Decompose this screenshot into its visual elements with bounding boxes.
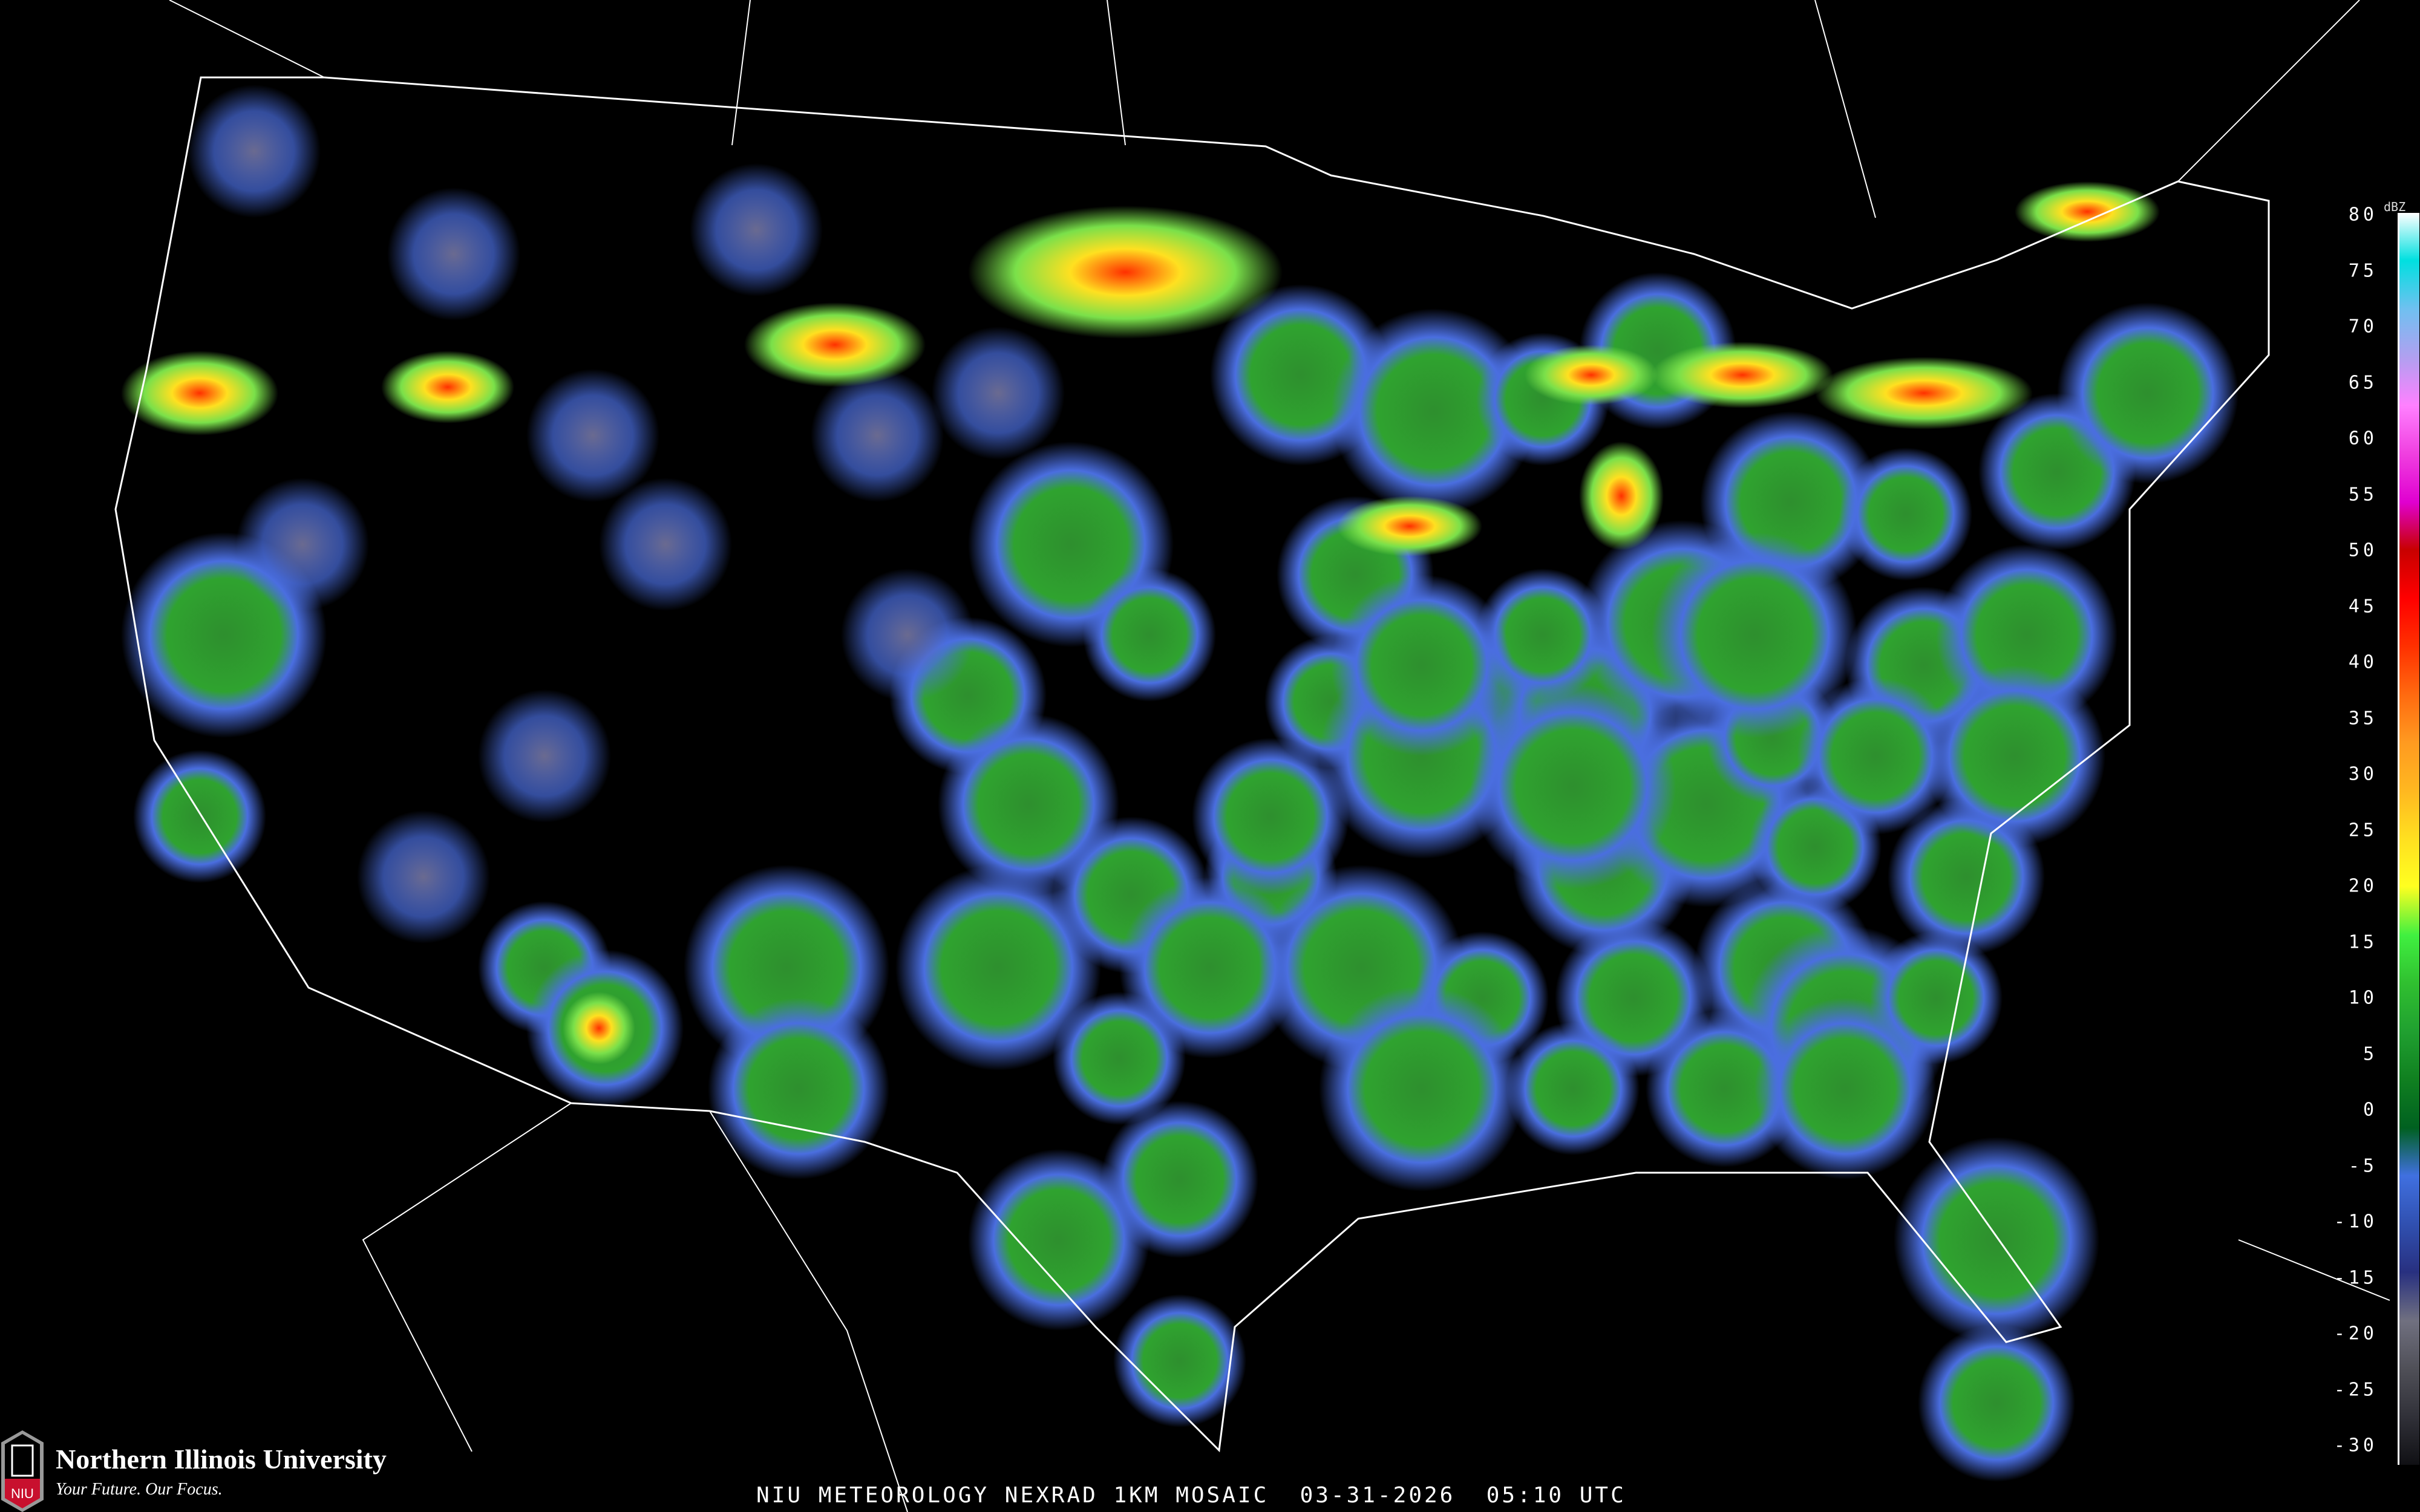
reflectivity-legend (2398, 213, 2419, 1465)
radar-echo (1053, 992, 1186, 1125)
legend-tick: 25 (2348, 820, 2378, 841)
radar-echo (1839, 448, 1972, 581)
radar-echo-weak (932, 327, 1065, 460)
legend-tick: 50 (2348, 539, 2378, 561)
storm-cell (1337, 496, 1482, 556)
niu-shield-icon: NIU (1, 1430, 44, 1512)
radar-echo (1192, 738, 1349, 895)
legend-tick: 45 (2348, 596, 2378, 617)
radar-echo (1470, 683, 1676, 889)
radar-echo-weak (478, 689, 611, 823)
storm-cell (563, 992, 635, 1064)
product-title: NIU METEOROLOGY NEXRAD 1KM MOSAIC (756, 1483, 1269, 1508)
radar-echo (895, 865, 1101, 1070)
storm-cell (1525, 345, 1658, 405)
legend-tick: 75 (2348, 260, 2378, 281)
legend-tick: 70 (2348, 316, 2378, 337)
radar-echo (1331, 308, 1537, 514)
legend-tick: -20 (2333, 1323, 2378, 1344)
legend-tick: 55 (2348, 484, 2378, 505)
svg-text:NIU: NIU (11, 1486, 34, 1501)
storm-cell (1652, 342, 1833, 408)
valid-time: 03-31-2026 05:10 UTC (1300, 1483, 1626, 1508)
legend-tick: 80 (2348, 204, 2378, 226)
radar-echo (1918, 1325, 2075, 1482)
radar-echo-weak (188, 85, 321, 218)
radar-echo (968, 1149, 1150, 1331)
legend-tick: -30 (2333, 1435, 2378, 1456)
radar-echo-weak (236, 478, 369, 611)
canada-mexico-borders (169, 0, 2390, 1512)
legend-tick: -5 (2348, 1155, 2378, 1176)
radar-echo (1754, 998, 1936, 1179)
radar-echo-weak (357, 810, 490, 943)
radar-echo (1083, 569, 1216, 702)
legend-tick: -10 (2333, 1211, 2378, 1233)
radar-echo-weak (387, 187, 520, 321)
niu-logo: NIU Northern Illinois University Your Fu… (1, 1430, 387, 1512)
radar-echo (133, 750, 266, 883)
storm-cell (1579, 442, 1664, 550)
legend-tick: 10 (2348, 987, 2378, 1009)
radar-echo-weak (841, 569, 974, 702)
radar-echo (1319, 986, 1525, 1191)
radar-echo-weak (599, 478, 732, 611)
radar-echo (2057, 302, 2238, 484)
legend-tick: 5 (2363, 1043, 2378, 1064)
storm-cell (2015, 181, 2160, 242)
radar-echo (1894, 1137, 2099, 1343)
storm-cell (968, 206, 1283, 339)
radar-echo (1924, 665, 2105, 847)
legend-tick: 15 (2348, 931, 2378, 953)
radar-echo (1331, 575, 1512, 756)
legend-tick: 35 (2348, 708, 2378, 729)
radar-echoes (121, 85, 2238, 1482)
storm-cell (744, 302, 926, 387)
legend-tick: 20 (2348, 875, 2378, 897)
legend-unit: dBZ (2384, 200, 2406, 214)
legend-tick: 30 (2348, 763, 2378, 785)
university-tagline: Your Future. Our Focus. (56, 1480, 223, 1499)
storm-cell (381, 351, 514, 423)
legend-tick: 40 (2348, 651, 2378, 673)
university-name: Northern Illinois University (56, 1444, 387, 1475)
storm-cell (1815, 357, 2033, 429)
legend-tick: 0 (2363, 1099, 2378, 1121)
legend-tick: 60 (2348, 428, 2378, 449)
radar-echo-weak (526, 369, 659, 502)
radar-echo-weak (811, 369, 944, 502)
us-outline (114, 76, 2270, 1453)
radar-echo (708, 998, 889, 1179)
map-caption: NIU METEOROLOGY NEXRAD 1KM MOSAIC 03-31-… (756, 1483, 1626, 1508)
storm-cell (121, 351, 278, 435)
legend-tick: -15 (2333, 1267, 2378, 1288)
radar-echo-weak (690, 163, 823, 296)
radar-echo (1113, 1294, 1246, 1427)
radar-echo (1652, 532, 1857, 738)
radar-echo (938, 714, 1119, 895)
legend-tick: 65 (2348, 372, 2378, 393)
legend-tick: -25 (2333, 1379, 2378, 1400)
radar-echo (1797, 677, 1954, 835)
radar-echo (1506, 1022, 1640, 1155)
